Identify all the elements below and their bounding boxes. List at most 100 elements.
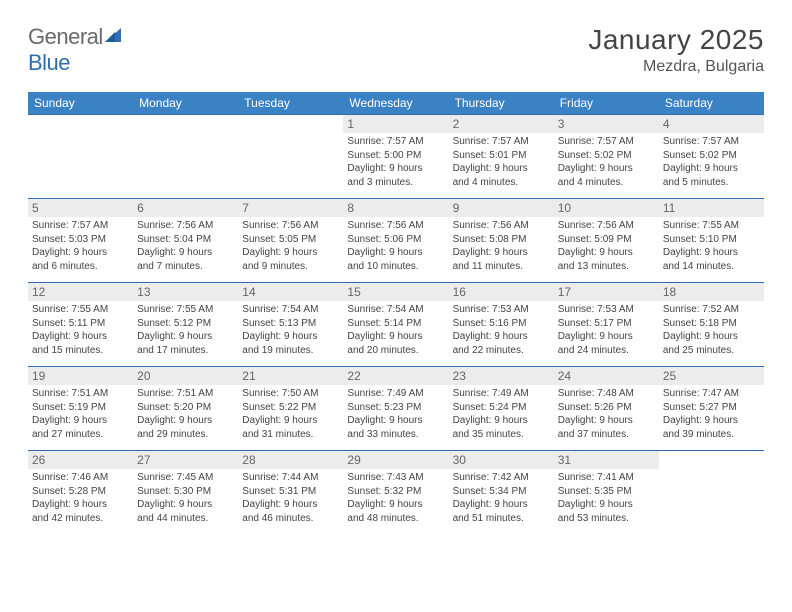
sunrise-text: Sunrise: 7:47 AM bbox=[663, 387, 760, 401]
day-cell: 12Sunrise: 7:55 AMSunset: 5:11 PMDayligh… bbox=[28, 283, 133, 367]
day-number: 22 bbox=[343, 367, 448, 385]
sunrise-text: Sunrise: 7:55 AM bbox=[663, 219, 760, 233]
day-number: 19 bbox=[28, 367, 133, 385]
sunset-text: Sunset: 5:02 PM bbox=[558, 149, 655, 163]
daylight-text: Daylight: 9 hours bbox=[32, 246, 129, 260]
day-number: 30 bbox=[449, 451, 554, 469]
sunset-text: Sunset: 5:26 PM bbox=[558, 401, 655, 415]
day-cell: 13Sunrise: 7:55 AMSunset: 5:12 PMDayligh… bbox=[133, 283, 238, 367]
daylight-text: and 39 minutes. bbox=[663, 428, 760, 442]
sunrise-text: Sunrise: 7:48 AM bbox=[558, 387, 655, 401]
sunrise-text: Sunrise: 7:56 AM bbox=[558, 219, 655, 233]
day-cell: 27Sunrise: 7:45 AMSunset: 5:30 PMDayligh… bbox=[133, 451, 238, 535]
day-number: 11 bbox=[659, 199, 764, 217]
daylight-text: Daylight: 9 hours bbox=[242, 330, 339, 344]
daylight-text: Daylight: 9 hours bbox=[663, 414, 760, 428]
sunset-text: Sunset: 5:19 PM bbox=[32, 401, 129, 415]
sunset-text: Sunset: 5:03 PM bbox=[32, 233, 129, 247]
daylight-text: and 44 minutes. bbox=[137, 512, 234, 526]
day-number: 28 bbox=[238, 451, 343, 469]
day-cell: 15Sunrise: 7:54 AMSunset: 5:14 PMDayligh… bbox=[343, 283, 448, 367]
daylight-text: Daylight: 9 hours bbox=[663, 246, 760, 260]
daylight-text: Daylight: 9 hours bbox=[137, 498, 234, 512]
sunset-text: Sunset: 5:10 PM bbox=[663, 233, 760, 247]
daylight-text: Daylight: 9 hours bbox=[453, 246, 550, 260]
week-row: 12Sunrise: 7:55 AMSunset: 5:11 PMDayligh… bbox=[28, 283, 764, 367]
sunset-text: Sunset: 5:24 PM bbox=[453, 401, 550, 415]
location: Mezdra, Bulgaria bbox=[588, 58, 764, 76]
sunset-text: Sunset: 5:32 PM bbox=[347, 485, 444, 499]
sunrise-text: Sunrise: 7:46 AM bbox=[32, 471, 129, 485]
daylight-text: Daylight: 9 hours bbox=[558, 414, 655, 428]
day-header: Saturday bbox=[659, 92, 764, 115]
day-cell: 6Sunrise: 7:56 AMSunset: 5:04 PMDaylight… bbox=[133, 199, 238, 283]
daylight-text: Daylight: 9 hours bbox=[558, 498, 655, 512]
logo-text: General Blue bbox=[28, 24, 125, 76]
day-number: 27 bbox=[133, 451, 238, 469]
day-number: 17 bbox=[554, 283, 659, 301]
daylight-text: and 51 minutes. bbox=[453, 512, 550, 526]
day-cell: 1Sunrise: 7:57 AMSunset: 5:00 PMDaylight… bbox=[343, 115, 448, 199]
day-number: 29 bbox=[343, 451, 448, 469]
sunrise-text: Sunrise: 7:52 AM bbox=[663, 303, 760, 317]
sunrise-text: Sunrise: 7:41 AM bbox=[558, 471, 655, 485]
day-cell bbox=[659, 451, 764, 535]
daylight-text: and 3 minutes. bbox=[347, 176, 444, 190]
day-number: 3 bbox=[554, 115, 659, 133]
calendar-body: 1Sunrise: 7:57 AMSunset: 5:00 PMDaylight… bbox=[28, 115, 764, 535]
month-title: January 2025 bbox=[588, 24, 764, 56]
daylight-text: and 19 minutes. bbox=[242, 344, 339, 358]
daylight-text: Daylight: 9 hours bbox=[558, 246, 655, 260]
day-number: 13 bbox=[133, 283, 238, 301]
day-header-row: Sunday Monday Tuesday Wednesday Thursday… bbox=[28, 92, 764, 115]
daylight-text: Daylight: 9 hours bbox=[663, 162, 760, 176]
sunrise-text: Sunrise: 7:56 AM bbox=[453, 219, 550, 233]
day-number: 1 bbox=[343, 115, 448, 133]
day-header: Tuesday bbox=[238, 92, 343, 115]
sunset-text: Sunset: 5:06 PM bbox=[347, 233, 444, 247]
day-cell: 3Sunrise: 7:57 AMSunset: 5:02 PMDaylight… bbox=[554, 115, 659, 199]
title-block: January 2025 Mezdra, Bulgaria bbox=[588, 24, 764, 76]
daylight-text: and 25 minutes. bbox=[663, 344, 760, 358]
sunrise-text: Sunrise: 7:51 AM bbox=[137, 387, 234, 401]
daylight-text: and 15 minutes. bbox=[32, 344, 129, 358]
sunset-text: Sunset: 5:09 PM bbox=[558, 233, 655, 247]
day-cell: 5Sunrise: 7:57 AMSunset: 5:03 PMDaylight… bbox=[28, 199, 133, 283]
day-cell: 18Sunrise: 7:52 AMSunset: 5:18 PMDayligh… bbox=[659, 283, 764, 367]
day-number: 14 bbox=[238, 283, 343, 301]
daylight-text: and 53 minutes. bbox=[558, 512, 655, 526]
sunset-text: Sunset: 5:22 PM bbox=[242, 401, 339, 415]
daylight-text: Daylight: 9 hours bbox=[347, 498, 444, 512]
daylight-text: and 9 minutes. bbox=[242, 260, 339, 274]
week-row: 5Sunrise: 7:57 AMSunset: 5:03 PMDaylight… bbox=[28, 199, 764, 283]
day-cell: 16Sunrise: 7:53 AMSunset: 5:16 PMDayligh… bbox=[449, 283, 554, 367]
logo-blue: Blue bbox=[28, 50, 70, 75]
daylight-text: and 48 minutes. bbox=[347, 512, 444, 526]
daylight-text: Daylight: 9 hours bbox=[453, 498, 550, 512]
daylight-text: Daylight: 9 hours bbox=[453, 330, 550, 344]
sunset-text: Sunset: 5:05 PM bbox=[242, 233, 339, 247]
week-row: 1Sunrise: 7:57 AMSunset: 5:00 PMDaylight… bbox=[28, 115, 764, 199]
daylight-text: and 10 minutes. bbox=[347, 260, 444, 274]
sunset-text: Sunset: 5:01 PM bbox=[453, 149, 550, 163]
day-number: 16 bbox=[449, 283, 554, 301]
day-number: 26 bbox=[28, 451, 133, 469]
day-number: 7 bbox=[238, 199, 343, 217]
daylight-text: and 20 minutes. bbox=[347, 344, 444, 358]
week-row: 26Sunrise: 7:46 AMSunset: 5:28 PMDayligh… bbox=[28, 451, 764, 535]
sunrise-text: Sunrise: 7:42 AM bbox=[453, 471, 550, 485]
sunrise-text: Sunrise: 7:51 AM bbox=[32, 387, 129, 401]
sunrise-text: Sunrise: 7:44 AM bbox=[242, 471, 339, 485]
day-cell: 2Sunrise: 7:57 AMSunset: 5:01 PMDaylight… bbox=[449, 115, 554, 199]
sunrise-text: Sunrise: 7:53 AM bbox=[558, 303, 655, 317]
day-cell: 11 Sunrise: 7:55 AMSunset: 5:10 PMDayligh… bbox=[659, 199, 764, 283]
day-cell: 17Sunrise: 7:53 AMSunset: 5:17 PMDayligh… bbox=[554, 283, 659, 367]
daylight-text: Daylight: 9 hours bbox=[137, 246, 234, 260]
daylight-text: and 14 minutes. bbox=[663, 260, 760, 274]
sunset-text: Sunset: 5:14 PM bbox=[347, 317, 444, 331]
day-number: 2 bbox=[449, 115, 554, 133]
day-cell: 31Sunrise: 7:41 AMSunset: 5:35 PMDayligh… bbox=[554, 451, 659, 535]
daylight-text: Daylight: 9 hours bbox=[453, 414, 550, 428]
sunrise-text: Sunrise: 7:57 AM bbox=[453, 135, 550, 149]
day-cell bbox=[238, 115, 343, 199]
